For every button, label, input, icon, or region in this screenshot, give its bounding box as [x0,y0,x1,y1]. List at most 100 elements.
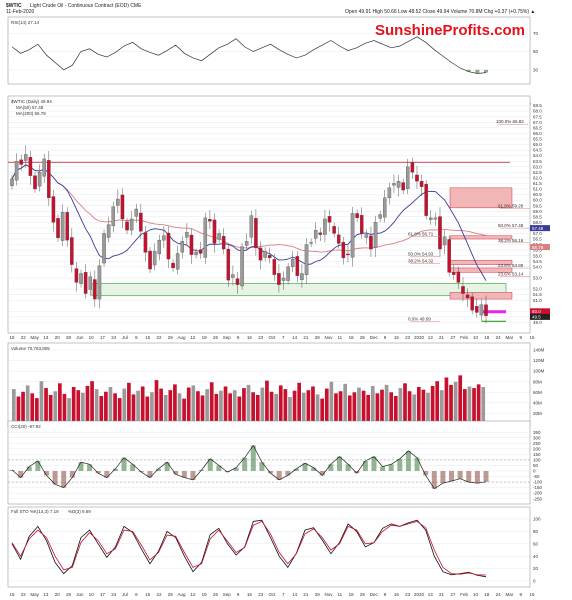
x-axis-label: Mar [506,335,514,340]
candle-body [83,272,88,294]
volume-bar [58,383,62,424]
cci-line [11,444,487,490]
candle-body [139,212,143,232]
x-axis-label-bottom: 22 [156,592,162,597]
x-axis-label: 10 [89,335,95,340]
candle-body [47,160,51,199]
fib-label: 50.0% 57.48 [498,223,524,228]
signal-marker [482,310,506,314]
volume-bar [94,389,99,424]
volume-bar [67,398,71,424]
fib-label: 23.6% 53.14 [498,271,524,276]
x-axis-label: 22 [156,335,162,340]
x-axis-label: 9 [237,335,240,340]
candle-body [88,276,92,290]
volume-bar [191,385,196,424]
price-tick-label: 61.5 [533,181,542,186]
cci-legend: CCI(20) -97.92 [11,424,41,429]
price-tick-label: 68.5 [533,103,542,108]
candle-body [60,212,65,241]
candle-body [33,175,37,190]
candle-body [406,166,410,189]
x-axis-label: Oct [268,335,276,340]
price-tick-label: 60.0 [533,198,542,203]
cci-tick-label: -200 [533,491,543,496]
x-axis-label-bottom: 20 [55,592,61,597]
volume-bar [131,394,136,424]
x-axis-label-bottom: 14 [292,592,298,597]
x-axis-label: 18 [484,335,490,340]
price-tick-label: 59.0 [533,209,542,214]
candle-body [226,248,231,281]
volume-bar [444,377,449,424]
price-tick-label: 53.0 [533,276,542,281]
x-axis-label: 22 [21,335,27,340]
candle-body [157,239,162,255]
x-axis-label: 20 [55,335,61,340]
volume-bar [242,388,246,424]
volume-bar [90,381,94,424]
x-axis-label-bottom: May [30,592,39,597]
volume-bar [476,384,481,424]
volume-bar [370,385,375,424]
rsi-legend: RSI(14) 27.14 [11,20,40,25]
price-tick-label: 63.5 [533,159,542,164]
volume-bar [182,398,186,424]
candle-body [217,233,221,240]
candle-body [235,278,240,285]
volume-panel: 20M 40M 60M 80M 100M 120M 140M Volume 70,763,8… [7,342,545,427]
volume-bar [12,389,16,424]
candle-body [185,232,189,238]
x-axis-label: 16 [394,335,400,340]
sto-k-line [11,519,487,578]
candle-body [203,217,208,258]
fib-label: 38.2% 54.32 [408,258,434,263]
volume-bar [357,387,361,424]
candle-body [313,229,318,239]
candle-body [143,232,148,253]
volume-bar [430,385,435,424]
price-tick-label: 67.0 [533,120,542,125]
price-tick-label: 54.0 [533,264,542,269]
x-axis-label: 24 [496,335,502,340]
volume-bar [393,395,398,424]
volume-bar [150,392,154,424]
volume-bar [435,381,440,424]
sto-d-line [11,520,487,576]
volume-bar [127,382,131,424]
candle-body [42,158,46,177]
fib-label: 23.6% 53.89 [498,263,524,268]
x-axis-label-bottom: 8 [135,592,138,597]
candle-body [208,219,212,222]
volume-bar [39,381,44,424]
volume-bar [196,391,200,424]
candle-body [424,183,428,216]
candle-body [346,253,350,256]
price-tick-label: 55.0 [533,253,542,258]
price-tick-label: 62.0 [533,175,542,180]
candle-body [74,268,79,283]
volume-legend: Volume 70,763,805 [11,346,50,351]
volume-bar [315,394,320,424]
candle-body [24,154,28,161]
volume-bar [389,392,394,424]
candle-body [410,162,415,173]
volume-bar [117,398,122,424]
candle-body [373,222,378,248]
volume-bar [380,389,384,424]
x-axis-label-bottom: Mar [506,592,514,597]
candle-body [198,249,203,254]
volume-bar [108,387,113,424]
volume-bar [168,390,173,424]
volume-bar [301,392,306,424]
volume-bar [260,387,265,424]
x-axis-label-bottom: 12 [190,592,196,597]
volume-bar [467,386,472,424]
sto-tick-label: 60 [533,541,539,546]
price-tick-label: 66.5 [533,125,542,130]
candle-body [369,235,373,250]
gap-zone [449,235,513,240]
volume-bar [136,390,140,424]
x-axis-label-bottom: 2020 [414,592,425,597]
